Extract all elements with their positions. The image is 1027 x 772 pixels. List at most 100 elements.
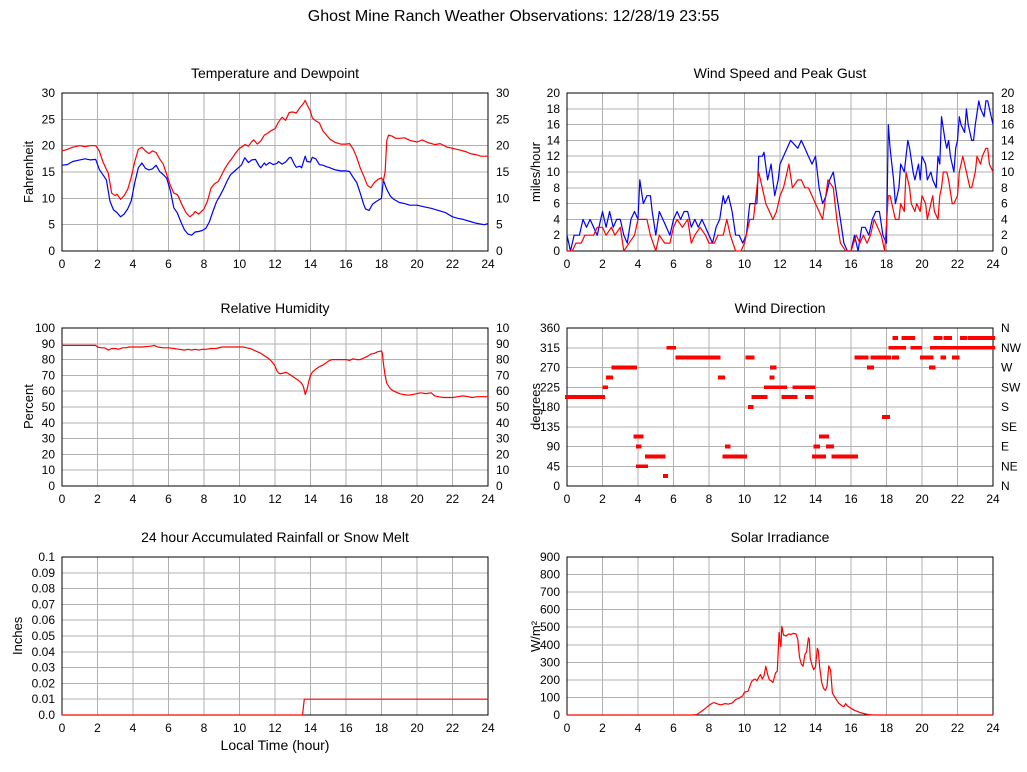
svg-text:24: 24 — [986, 257, 1000, 271]
svg-text:14: 14 — [547, 133, 561, 147]
svg-text:8: 8 — [706, 257, 713, 271]
svg-text:0: 0 — [48, 479, 55, 493]
chart-title: 24 hour Accumulated Rainfall or Snow Mel… — [141, 529, 409, 545]
svg-text:18: 18 — [375, 257, 389, 271]
svg-text:500: 500 — [540, 620, 560, 634]
page-title: Ghost Mine Ranch Weather Observations: 1… — [307, 8, 720, 25]
svg-text:20: 20 — [410, 492, 424, 506]
svg-text:20: 20 — [410, 721, 424, 735]
svg-text:N: N — [1001, 479, 1010, 493]
svg-text:80: 80 — [42, 353, 56, 367]
svg-text:10: 10 — [738, 257, 752, 271]
svg-text:N: N — [1001, 321, 1010, 335]
svg-text:0: 0 — [496, 479, 503, 493]
svg-text:4: 4 — [130, 257, 137, 271]
svg-text:6: 6 — [553, 197, 560, 211]
svg-text:0: 0 — [59, 492, 66, 506]
svg-text:20: 20 — [42, 447, 56, 461]
svg-text:16: 16 — [339, 492, 353, 506]
svg-text:2: 2 — [94, 257, 101, 271]
svg-text:22: 22 — [446, 257, 460, 271]
svg-text:0.09: 0.09 — [32, 566, 56, 580]
svg-text:10: 10 — [738, 492, 752, 506]
svg-text:24: 24 — [481, 721, 495, 735]
svg-text:30: 30 — [496, 432, 510, 446]
svg-text:70: 70 — [42, 368, 56, 382]
chart-title: Temperature and Dewpoint — [190, 65, 360, 81]
svg-text:2: 2 — [599, 492, 606, 506]
svg-text:12: 12 — [773, 492, 787, 506]
svg-text:8: 8 — [201, 721, 208, 735]
svg-text:0.03: 0.03 — [32, 661, 56, 675]
svg-text:10: 10 — [1001, 165, 1015, 179]
chart-title: Solar Irradiance — [730, 529, 830, 545]
svg-text:24: 24 — [986, 721, 1000, 735]
svg-text:0: 0 — [553, 479, 560, 493]
svg-text:6: 6 — [165, 257, 172, 271]
svg-text:18: 18 — [375, 721, 389, 735]
svg-text:4: 4 — [635, 721, 642, 735]
svg-text:14: 14 — [809, 257, 823, 271]
svg-text:10: 10 — [42, 191, 56, 205]
svg-text:600: 600 — [540, 603, 560, 617]
chart-title: Relative Humidity — [220, 300, 330, 316]
svg-text:0: 0 — [59, 721, 66, 735]
svg-text:2: 2 — [599, 257, 606, 271]
svg-text:50: 50 — [496, 400, 510, 414]
svg-text:0: 0 — [564, 492, 571, 506]
svg-text:4: 4 — [130, 492, 137, 506]
svg-text:12: 12 — [773, 721, 787, 735]
svg-text:0: 0 — [59, 257, 66, 271]
svg-text:2: 2 — [94, 721, 101, 735]
svg-text:14: 14 — [304, 721, 318, 735]
svg-text:12: 12 — [268, 257, 282, 271]
wind-speed-gust-chart: 0 2 4 6 8 10 12 14 16 18 20 22 240246810121416182002… — [547, 86, 1015, 271]
svg-text:14: 14 — [809, 492, 823, 506]
svg-text:2: 2 — [94, 492, 101, 506]
svg-text:24: 24 — [481, 492, 495, 506]
svg-text:360: 360 — [540, 321, 560, 335]
svg-text:NE: NE — [1001, 459, 1018, 473]
svg-text:10: 10 — [547, 165, 561, 179]
svg-text:5: 5 — [48, 218, 55, 232]
svg-text:10: 10 — [233, 492, 247, 506]
svg-text:16: 16 — [1001, 118, 1015, 132]
svg-text:20: 20 — [496, 447, 510, 461]
svg-text:8: 8 — [706, 492, 713, 506]
x-axis-label: Local Time (hour) — [220, 737, 330, 753]
svg-text:2: 2 — [553, 228, 560, 242]
svg-text:6: 6 — [165, 721, 172, 735]
svg-text:10: 10 — [42, 463, 56, 477]
svg-text:0.1: 0.1 — [38, 550, 55, 564]
svg-text:90: 90 — [547, 440, 561, 454]
svg-text:22: 22 — [446, 721, 460, 735]
svg-text:12: 12 — [773, 257, 787, 271]
svg-text:225: 225 — [540, 380, 560, 394]
svg-text:16: 16 — [547, 118, 561, 132]
svg-text:W: W — [1001, 361, 1013, 375]
svg-text:6: 6 — [165, 492, 172, 506]
svg-text:15: 15 — [496, 165, 510, 179]
svg-text:12: 12 — [268, 492, 282, 506]
svg-text:700: 700 — [540, 585, 560, 599]
svg-text:0: 0 — [553, 244, 560, 258]
solar-irradiance-chart: 0 2 4 6 8 10 12 14 16 18 20 22 240100200300400500600… — [540, 550, 1000, 735]
svg-text:14: 14 — [809, 721, 823, 735]
svg-text:0.02: 0.02 — [32, 676, 56, 690]
svg-text:8: 8 — [1001, 181, 1008, 195]
svg-text:0.06: 0.06 — [32, 613, 56, 627]
svg-text:14: 14 — [1001, 133, 1015, 147]
svg-text:10: 10 — [496, 463, 510, 477]
svg-text:16: 16 — [339, 721, 353, 735]
svg-text:300: 300 — [540, 655, 560, 669]
svg-text:6: 6 — [1001, 197, 1008, 211]
svg-text:70: 70 — [496, 368, 510, 382]
svg-text:20: 20 — [42, 139, 56, 153]
panel-relative-humidity: Relative Humidity Percent 0 2 4 6 8 10 12 14 16 1… — [0, 290, 510, 520]
svg-text:18: 18 — [547, 102, 561, 116]
svg-text:12: 12 — [268, 721, 282, 735]
svg-text:24: 24 — [986, 492, 1000, 506]
svg-text:90: 90 — [42, 337, 56, 351]
